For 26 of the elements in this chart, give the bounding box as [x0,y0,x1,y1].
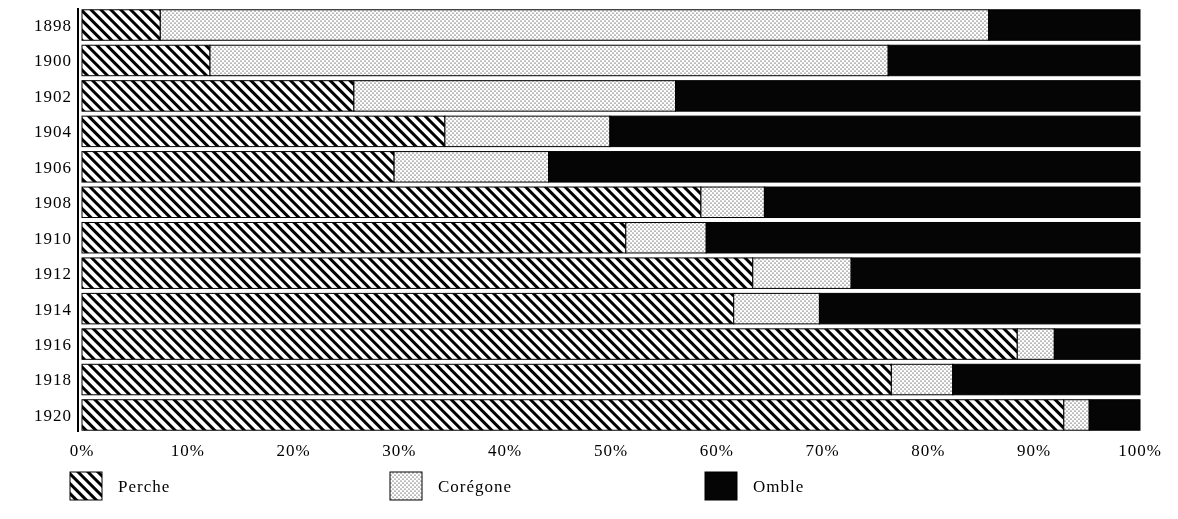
x-tick-label: 70% [805,441,840,460]
legend-label: Corégone [438,476,513,496]
y-tick-label: 1900 [34,51,72,71]
y-tick-label: 1898 [34,15,72,35]
legend-label: Perche [118,476,171,496]
x-tick-label: 100% [1118,441,1162,460]
x-tick-label: 20% [276,441,311,460]
y-tick-label: 1918 [34,370,72,390]
x-tick-label: 40% [488,441,523,460]
x-tick-label: 80% [911,441,946,460]
y-tick-label: 1916 [34,335,72,355]
x-tick-label: 30% [382,441,417,460]
y-tick-label: 1908 [34,193,72,213]
y-tick-label: 1920 [34,405,72,425]
x-tick-label: 50% [593,441,629,460]
y-tick-label: 1904 [34,122,72,142]
y-tick-label: 1906 [34,157,72,177]
y-tick-label: 1914 [34,299,72,319]
x-tick-label: 90% [1017,441,1052,460]
y-tick-label: 1910 [34,228,72,248]
y-tick-label: 1912 [34,264,72,284]
legend-label: Omble [753,476,805,496]
x-tick-label: 60% [699,441,734,460]
y-tick-label: 1902 [34,86,72,106]
x-tick-label: 0% [69,441,95,460]
x-tick-label: 10% [170,441,205,460]
